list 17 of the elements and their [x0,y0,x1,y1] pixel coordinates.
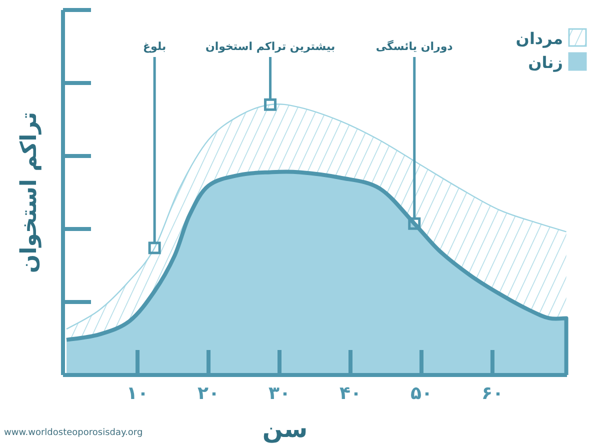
annotation: دوران یائسگی [376,40,454,53]
annotation: بلوغ [143,40,166,254]
x-tick-label: ۴۰ [340,383,362,404]
text: www.worldosteoporosisday.org [4,428,143,438]
legend-label: مردان [516,29,563,48]
legend-label: زنان [528,53,563,72]
annotation: دوران یائسگی [376,40,453,230]
x-tick-label: ۶۰ [481,383,504,404]
x-tick-label: ۵۰ [410,383,432,404]
annotation: بیشترین تراکم استخوان [205,40,336,53]
x-tick-label: ۳۰ [268,383,290,404]
y-axis-title: تراکم استخوان [17,112,42,274]
annotation: بیشترین تراکم استخوان [205,40,336,111]
x-tick-label: ۲۰ [198,383,220,404]
x-tick-label: ۱۰ [126,383,149,404]
annotation: بلوغ [143,40,166,53]
x-axis-title: سن [262,415,308,443]
